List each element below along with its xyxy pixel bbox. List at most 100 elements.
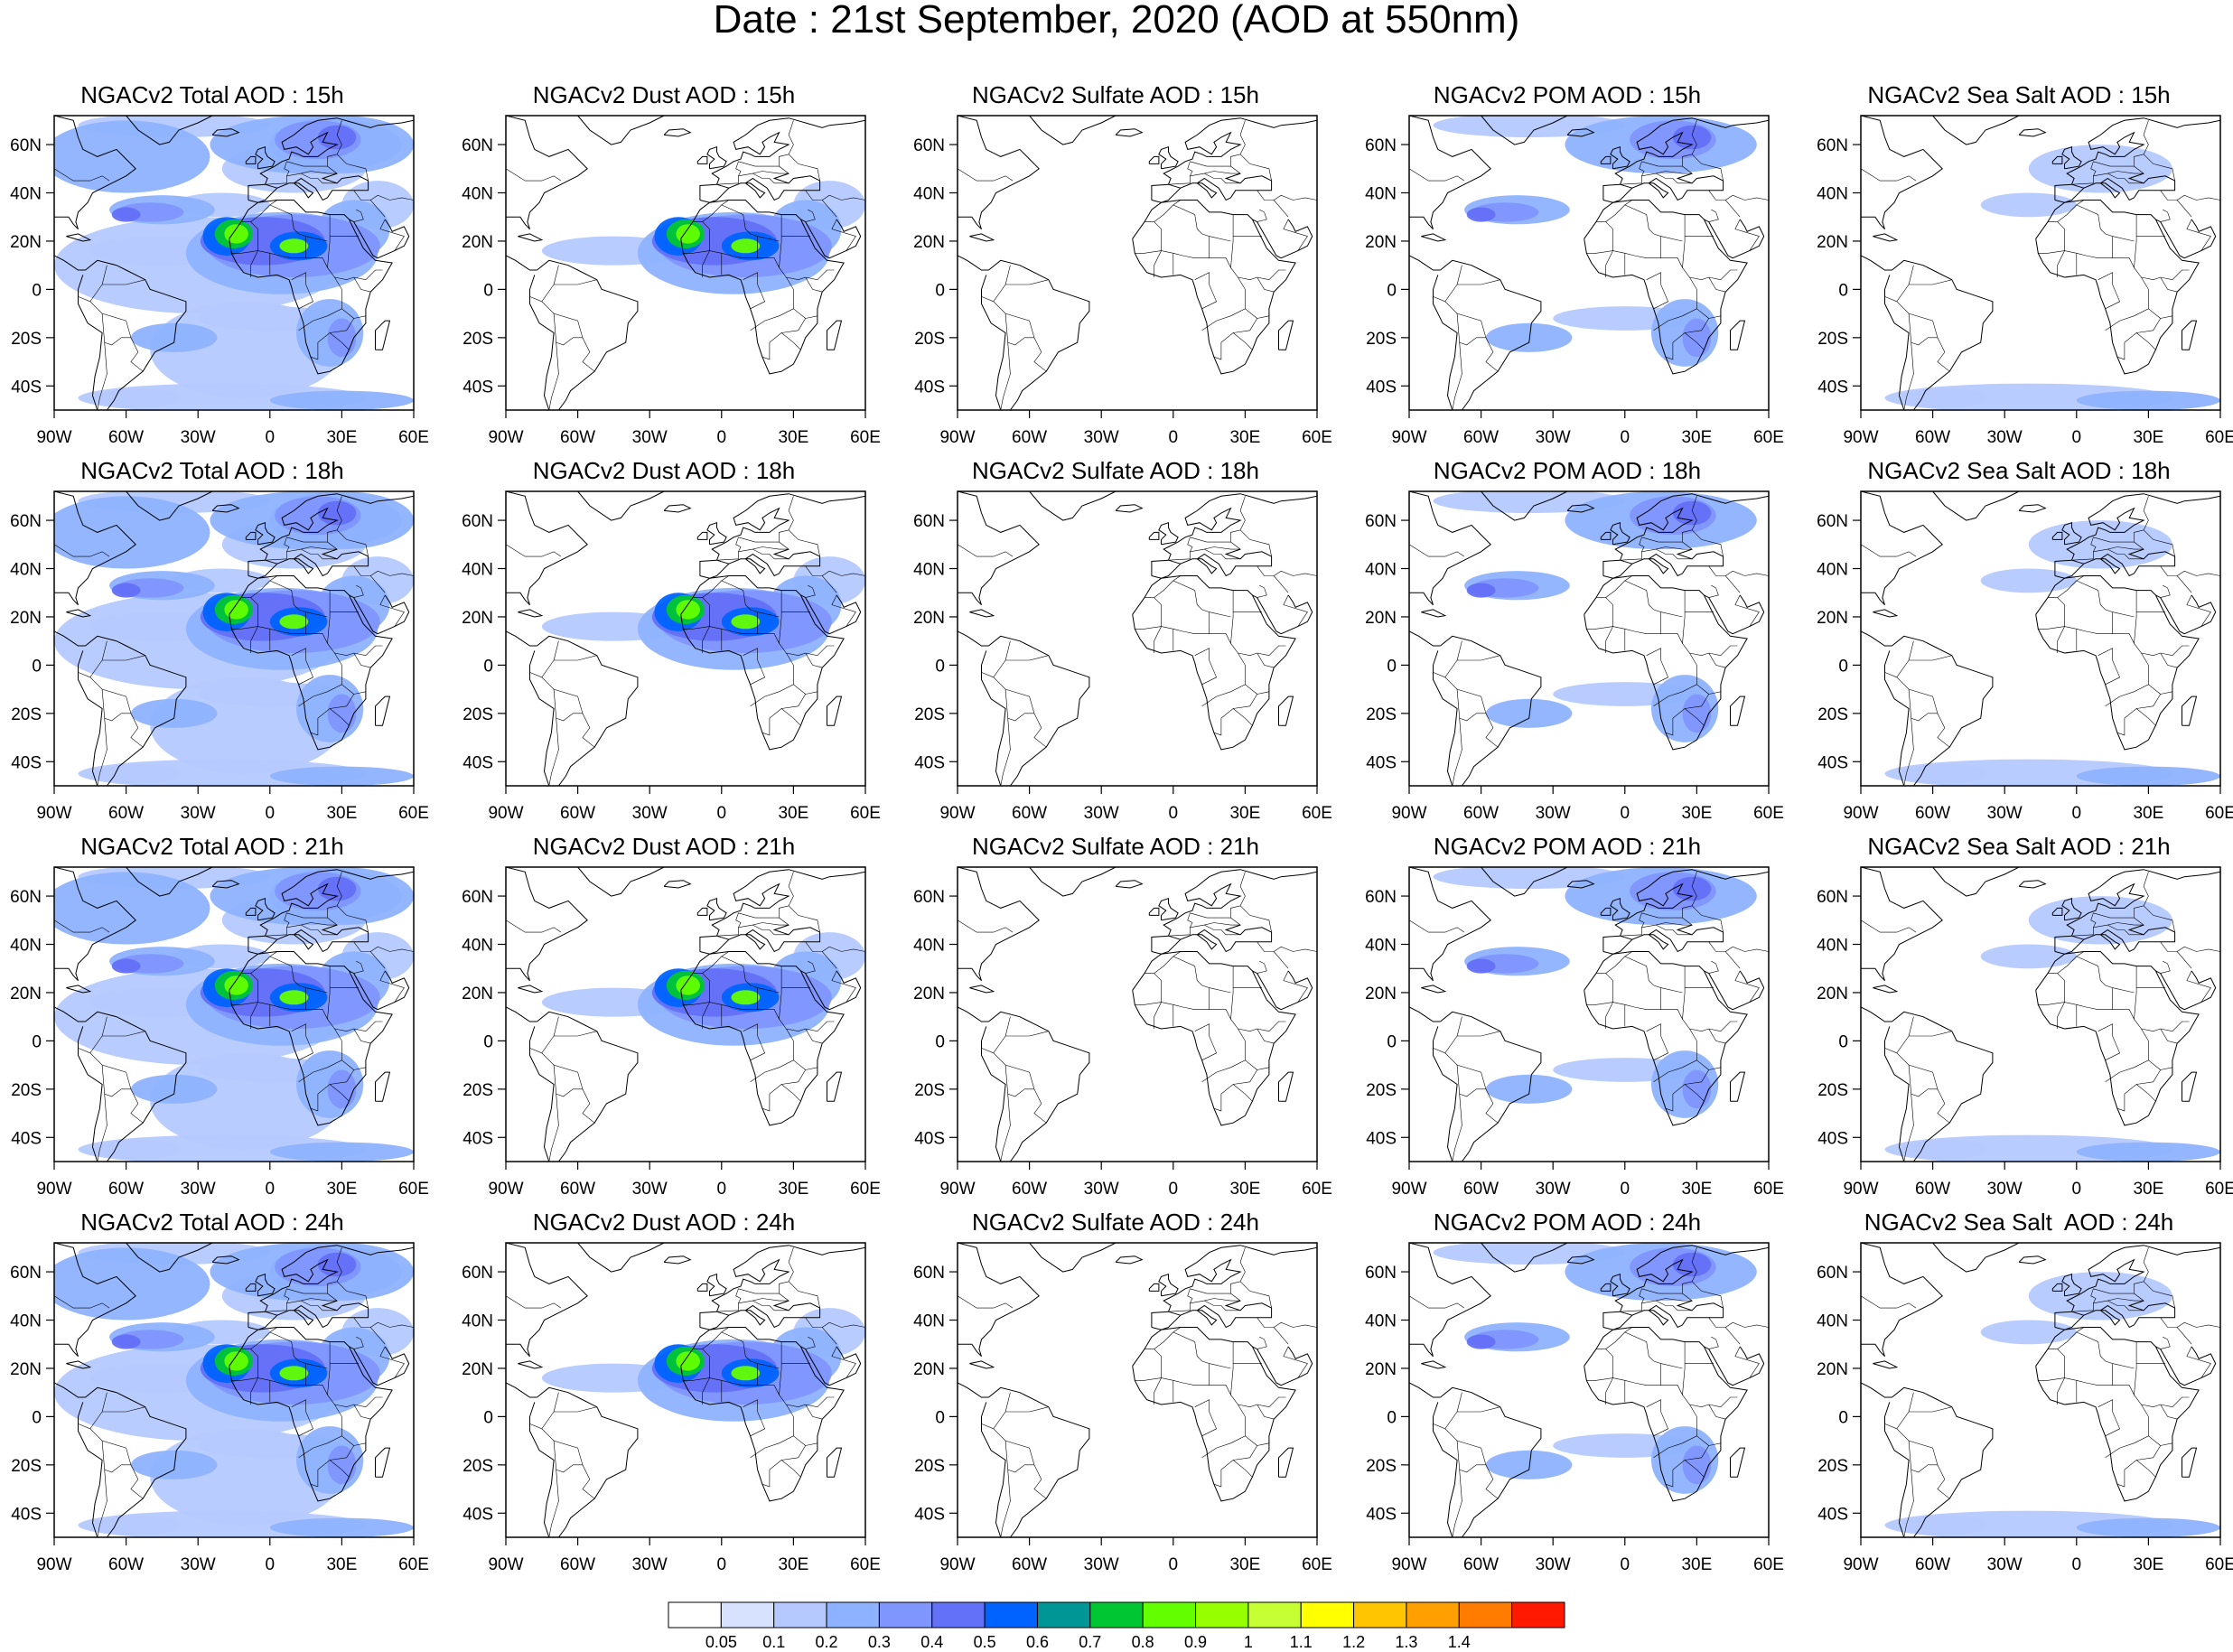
coastline-africa xyxy=(229,951,393,1126)
country-border xyxy=(97,718,107,786)
country-border xyxy=(2160,565,2192,593)
country-border xyxy=(1213,1435,1258,1488)
aod-region xyxy=(1672,125,1712,150)
country-border xyxy=(805,1404,823,1420)
coastline-northAmerica xyxy=(958,867,1040,981)
country-border xyxy=(336,496,342,530)
coastline-france xyxy=(259,1245,414,1312)
country-border xyxy=(2098,272,2120,310)
y-tick-label: 60N xyxy=(1365,1264,1397,1283)
country-border xyxy=(1230,214,1234,268)
country-border xyxy=(1708,652,1726,668)
country-border xyxy=(1624,956,1661,1010)
country-border xyxy=(548,718,559,786)
x-tick-label: 30E xyxy=(778,1555,808,1574)
map-plot: 90W 60W 30W 0 30E 60E 60N 40N 20N 0 20S 40S xyxy=(1817,115,2233,447)
country-border xyxy=(2172,1021,2190,1031)
coastline-ireland xyxy=(1600,1283,1612,1292)
country-border xyxy=(2093,1288,2144,1304)
coastline-iceland xyxy=(1566,1255,1595,1265)
y-tick-label: 40S xyxy=(914,1129,945,1148)
aod-region xyxy=(1682,1445,1712,1485)
country-border xyxy=(1656,924,1693,936)
country-border xyxy=(2071,161,2097,185)
aod-region xyxy=(1901,1139,1988,1160)
country-border xyxy=(2038,1002,2172,1032)
country-border xyxy=(702,973,710,1003)
country-border xyxy=(250,1002,258,1029)
country-border xyxy=(1456,1065,1486,1097)
x-tick-label: 90W xyxy=(488,1180,523,1199)
y-tick-label: 0 xyxy=(1387,1408,1397,1427)
country-border xyxy=(1190,537,1241,553)
x-tick-label: 30E xyxy=(2133,1180,2163,1199)
country-border xyxy=(1586,1377,1721,1408)
map-frame xyxy=(1860,1242,2221,1538)
country-border xyxy=(2076,1331,2113,1386)
x-tick-label: 30E xyxy=(1681,428,1712,447)
country-border xyxy=(1145,200,1181,222)
coastline-africa xyxy=(1584,200,1748,375)
coastline-southAmerica xyxy=(1884,1011,1994,1162)
x-tick-label: 30W xyxy=(632,428,668,447)
country-border xyxy=(1884,1423,1897,1430)
coastline-iberia xyxy=(1151,935,1182,955)
coastline-cuba xyxy=(969,1360,995,1369)
country-border xyxy=(743,648,765,686)
coastline-centralAmerica xyxy=(54,1006,86,1022)
coastline-iberia xyxy=(1602,935,1633,955)
country-border xyxy=(817,645,835,656)
coastline-europe xyxy=(276,1300,369,1329)
x-tick-label: 0 xyxy=(2072,428,2082,447)
country-border xyxy=(1274,1321,1317,1328)
coastline-southAmerica xyxy=(529,1011,639,1162)
coastline-ireland xyxy=(245,155,257,164)
colorbar-label: 1.1 xyxy=(1290,1633,1313,1651)
map-frame xyxy=(53,115,415,411)
coastline-madagascar xyxy=(1278,1447,1294,1478)
country-border xyxy=(241,200,277,222)
aod-region xyxy=(317,125,357,150)
country-border xyxy=(1896,659,1950,748)
colorbar-box xyxy=(1247,1601,1302,1629)
coastline-greenland xyxy=(126,1243,213,1273)
colorbar-box xyxy=(931,1601,986,1629)
country-border xyxy=(89,1035,144,1124)
country-border xyxy=(752,1300,789,1311)
aod-region xyxy=(317,1252,357,1277)
map-panel-sulfate-24h: NGACv2 Sulfate AOD : 24h 90W 60W 30W 0 30E 60E… xyxy=(903,1209,1332,1579)
coastline-iceland xyxy=(2018,504,2047,513)
country-border xyxy=(1908,1065,1938,1097)
map-plot: 90W 60W 30W 0 30E 60E 60N 40N 20N 0 20S 40S xyxy=(1817,490,2233,823)
coastline-greenland xyxy=(1932,1243,2020,1273)
country-border xyxy=(1641,537,1693,553)
map-panel-pom-24h: NGACv2 POM AOD : 24h 90W 60W 30W 0 30E 60E 60N 4… xyxy=(1355,1209,1784,1579)
coastline-europe xyxy=(276,924,369,953)
coastline-europe xyxy=(2083,548,2176,577)
aod-region xyxy=(1682,694,1712,733)
coastline-cuba xyxy=(66,609,92,618)
country-border xyxy=(817,269,835,280)
coastline-cuba xyxy=(1421,609,1447,618)
country-border xyxy=(757,611,780,618)
aod-region xyxy=(130,322,218,352)
x-tick-label: 60W xyxy=(560,1180,595,1199)
country-border xyxy=(1734,970,1760,1003)
y-tick-label: 40N xyxy=(10,561,42,580)
aod-region xyxy=(1901,1515,1988,1535)
coastline-madagascar xyxy=(375,695,391,726)
x-tick-label: 0 xyxy=(2072,804,2082,823)
coastline-iberia xyxy=(1151,559,1182,579)
x-tick-label: 0 xyxy=(717,804,727,823)
country-border xyxy=(1154,221,1162,251)
country-border xyxy=(370,946,414,952)
country-border xyxy=(761,1435,807,1488)
coastline-europe xyxy=(728,1300,821,1329)
colorbar-box xyxy=(668,1601,722,1629)
country-border xyxy=(993,284,1047,372)
y-tick-label: 0 xyxy=(483,1408,493,1427)
y-tick-label: 60N xyxy=(10,136,42,155)
coastline-southAmerica xyxy=(1433,259,1542,410)
country-border xyxy=(1201,1028,1246,1083)
y-tick-label: 60N xyxy=(462,136,493,155)
